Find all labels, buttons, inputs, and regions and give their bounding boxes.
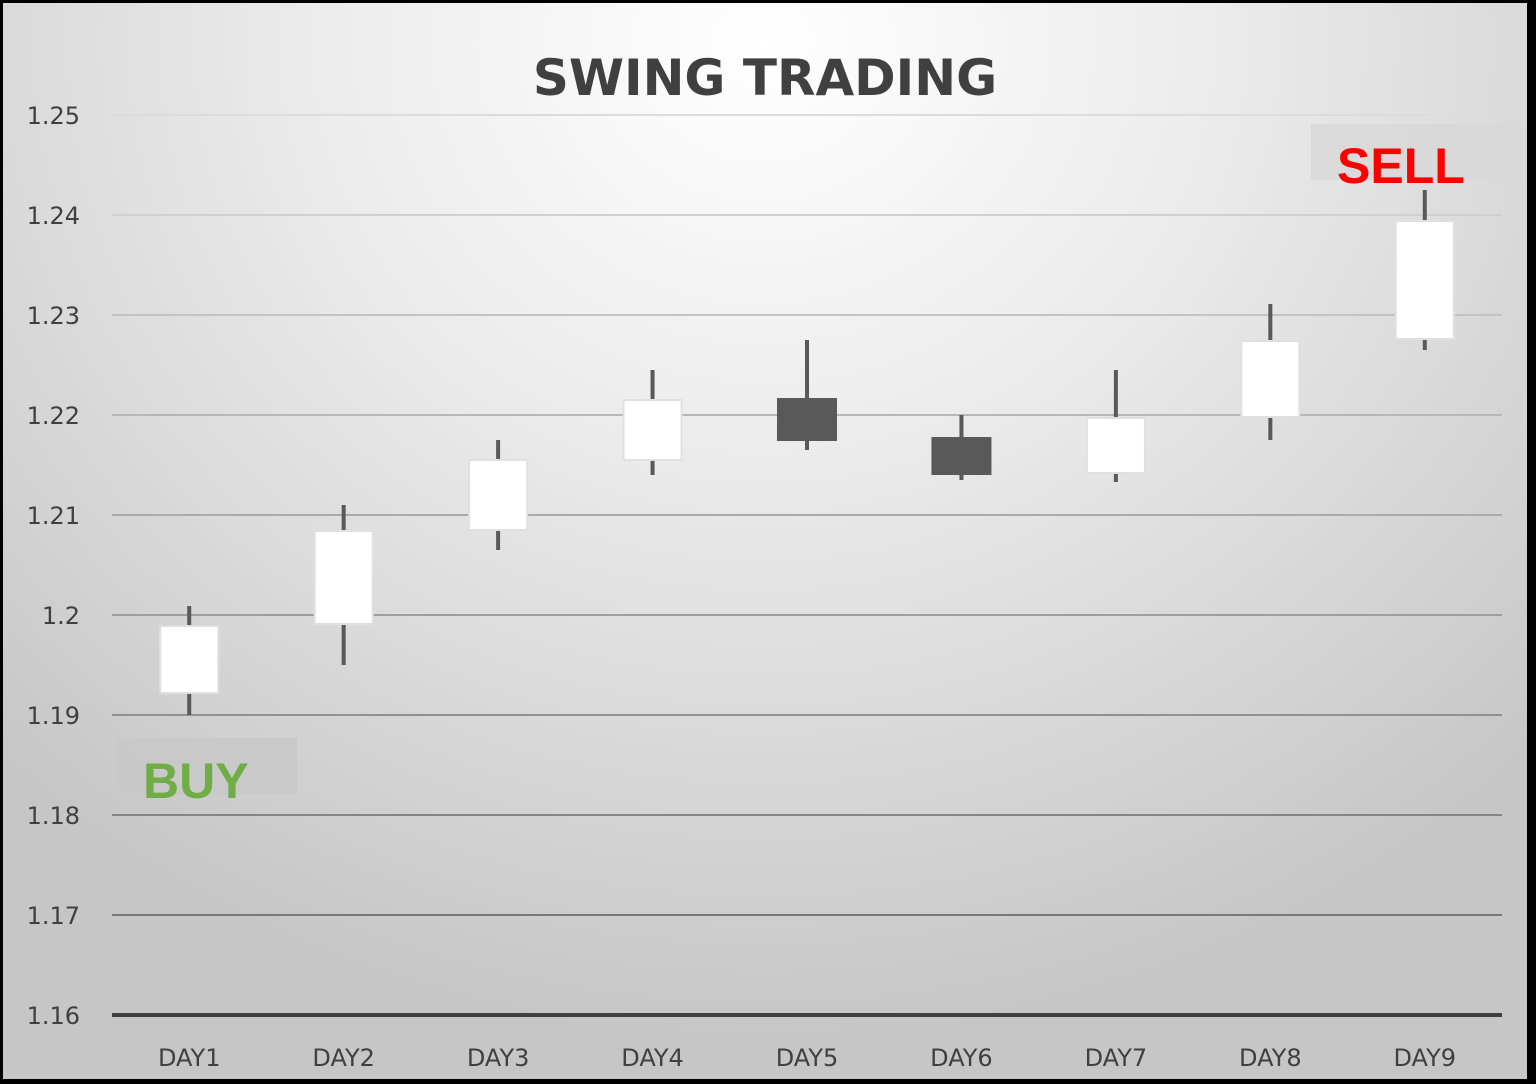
x-tick-label: DAY2 <box>312 1044 375 1072</box>
y-tick-label: 1.18 <box>27 802 80 830</box>
y-tick-label: 1.24 <box>27 202 80 230</box>
x-tick-label: DAY9 <box>1394 1044 1457 1072</box>
candle-day3 <box>468 440 529 550</box>
x-axis-labels: DAY1 DAY2 DAY3 DAY4 DAY5 DAY6 DAY7 DAY8 DAY9 <box>158 1044 1456 1072</box>
candlestick-chart: SWING TRADING 1.25 1.24 1.23 1.22 1.21 1.2 1.1… <box>27 49 1527 1072</box>
y-tick-label: 1.23 <box>27 302 80 330</box>
candle-body <box>468 459 529 531</box>
chart-title: SWING TRADING <box>533 49 997 107</box>
chart-frame: SWING TRADING 1.25 1.24 1.23 1.22 1.21 1.2 1.1… <box>3 3 1527 1079</box>
x-tick-label: DAY8 <box>1239 1044 1302 1072</box>
candle-body <box>313 530 374 625</box>
candle-day1 <box>159 606 220 715</box>
y-tick-label: 1.19 <box>27 702 80 730</box>
candle-day6 <box>931 415 992 480</box>
candle-body <box>1240 340 1301 418</box>
sell-label: SELL <box>1337 138 1465 194</box>
candle-day9 <box>1394 190 1455 350</box>
candle-body <box>159 625 220 694</box>
candle-day8 <box>1240 304 1301 440</box>
candle-day7 <box>1085 370 1146 482</box>
y-tick-label: 1.25 <box>27 102 80 130</box>
buy-label-box <box>117 738 297 794</box>
y-tick-label: 1.21 <box>27 502 80 530</box>
candle-body <box>931 437 992 475</box>
candle-body <box>1394 220 1455 340</box>
candles <box>159 190 1455 715</box>
candle-day2 <box>313 505 374 665</box>
annotations: BUY SELL <box>117 124 1527 809</box>
x-tick-label: DAY1 <box>158 1044 221 1072</box>
buy-label: BUY <box>143 753 249 809</box>
candle-day4 <box>622 370 683 475</box>
y-tick-label: 1.2 <box>42 602 80 630</box>
y-axis-labels: 1.25 1.24 1.23 1.22 1.21 1.2 1.19 1.18 1.17 1.16 <box>27 102 80 1030</box>
y-tick-label: 1.17 <box>27 902 80 930</box>
candle-body <box>1085 417 1146 474</box>
sell-label-box <box>1311 124 1527 180</box>
candle-body <box>622 399 683 461</box>
x-tick-label: DAY5 <box>776 1044 839 1072</box>
y-tick-label: 1.16 <box>27 1002 80 1030</box>
x-tick-label: DAY4 <box>621 1044 684 1072</box>
x-tick-label: DAY6 <box>930 1044 993 1072</box>
x-tick-label: DAY3 <box>467 1044 530 1072</box>
y-tick-label: 1.22 <box>27 402 80 430</box>
x-tick-label: DAY7 <box>1085 1044 1148 1072</box>
candle-body <box>777 398 837 441</box>
candle-day5 <box>777 340 837 450</box>
